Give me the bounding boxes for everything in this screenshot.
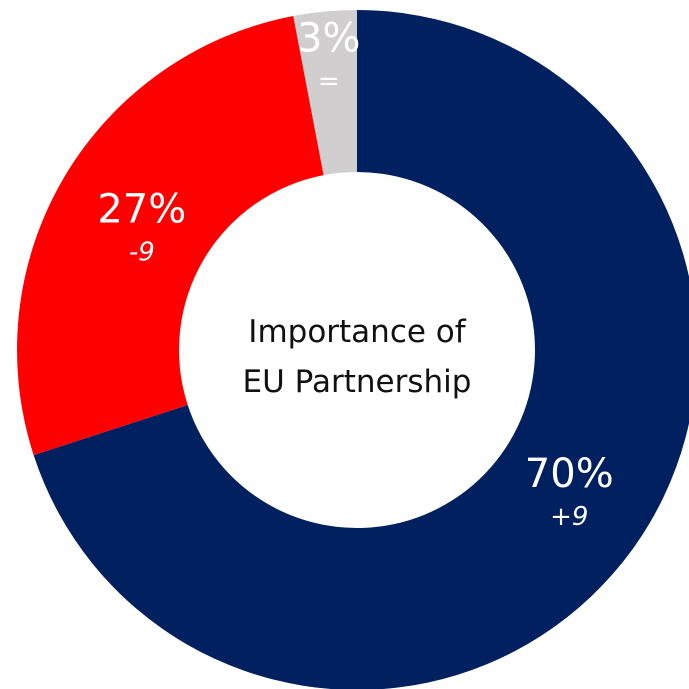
slice-1-percent-label: 27% (97, 187, 186, 233)
center-label-line-1: Importance of (248, 314, 466, 350)
slices-layer (16, 10, 689, 689)
slice-2-percent-label: 3% (297, 15, 360, 61)
slice-1-change-label: -9 (129, 238, 155, 268)
slice-0-percent-label: 70% (525, 451, 614, 497)
slice-0-change-label: +9 (550, 502, 588, 532)
labels-layer: 70% +9 27% -9 3% = (97, 15, 613, 532)
slice-2 (293, 10, 357, 176)
center-label-line-2: EU Partnership (243, 364, 472, 400)
slice-1 (16, 16, 324, 456)
slice-2-change-label: = (318, 66, 340, 96)
slice-0 (33, 10, 689, 689)
